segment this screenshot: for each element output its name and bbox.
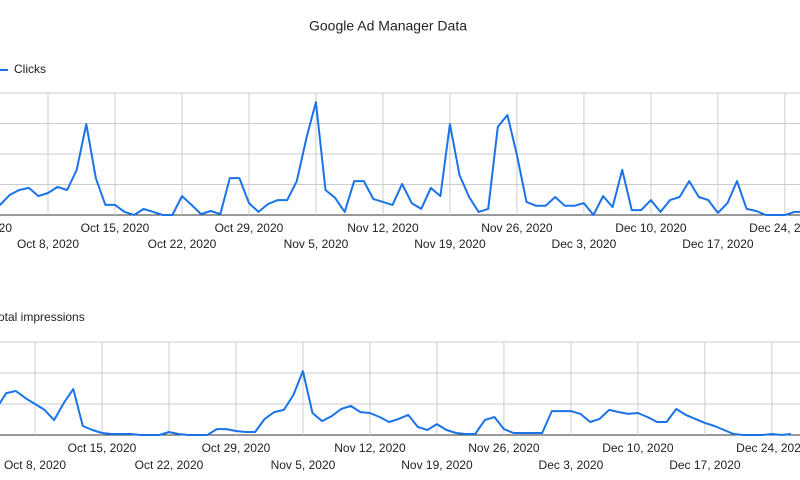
x-tick-label: Dec 10, 2020 bbox=[615, 221, 687, 235]
line-series bbox=[0, 370, 792, 436]
x-tick-label: Nov 19, 2020 bbox=[414, 237, 486, 251]
x-tick-label: Nov 19, 2020 bbox=[401, 458, 473, 472]
x-tick-label: Dec 17, 2020 bbox=[669, 458, 741, 472]
x-tick-label: Oct 15, 2020 bbox=[81, 221, 150, 235]
x-tick-label: Oct 8, 2020 bbox=[4, 458, 66, 472]
x-tick-label: Nov 26, 2020 bbox=[468, 441, 540, 455]
x-tick-label: Dec 24, 2020 bbox=[749, 221, 800, 235]
x-tick-label: Oct 22, 2020 bbox=[148, 237, 217, 251]
x-tick-label: Nov 5, 2020 bbox=[271, 458, 336, 472]
x-tick-label: Oct 29, 2020 bbox=[202, 441, 271, 455]
chart-title: Google Ad Manager Data bbox=[309, 18, 467, 34]
x-tick-label: Oct 8, 2020 bbox=[17, 237, 79, 251]
x-tick-label: Nov 12, 2020 bbox=[334, 441, 406, 455]
x-tick-label: Oct 29, 2020 bbox=[215, 221, 284, 235]
x-tick-label: Dec 3, 2020 bbox=[552, 237, 617, 251]
x-tick-label: Dec 24, 2020 bbox=[736, 441, 800, 455]
x-tick-label: Nov 12, 2020 bbox=[347, 221, 419, 235]
x-tick-label: Oct 22, 2020 bbox=[135, 458, 204, 472]
x-tick-label: Oct 1, 2020 bbox=[0, 221, 12, 235]
legend-label: Total impressions bbox=[0, 310, 85, 324]
legend-label: Clicks bbox=[14, 62, 46, 76]
x-tick-label: Dec 17, 2020 bbox=[682, 237, 754, 251]
x-tick-label: Nov 5, 2020 bbox=[284, 237, 349, 251]
x-tick-label: Dec 3, 2020 bbox=[539, 458, 604, 472]
x-tick-label: Nov 26, 2020 bbox=[481, 221, 553, 235]
line-series bbox=[0, 101, 800, 216]
x-tick-label: Oct 15, 2020 bbox=[68, 441, 137, 455]
x-tick-label: Dec 10, 2020 bbox=[602, 441, 674, 455]
